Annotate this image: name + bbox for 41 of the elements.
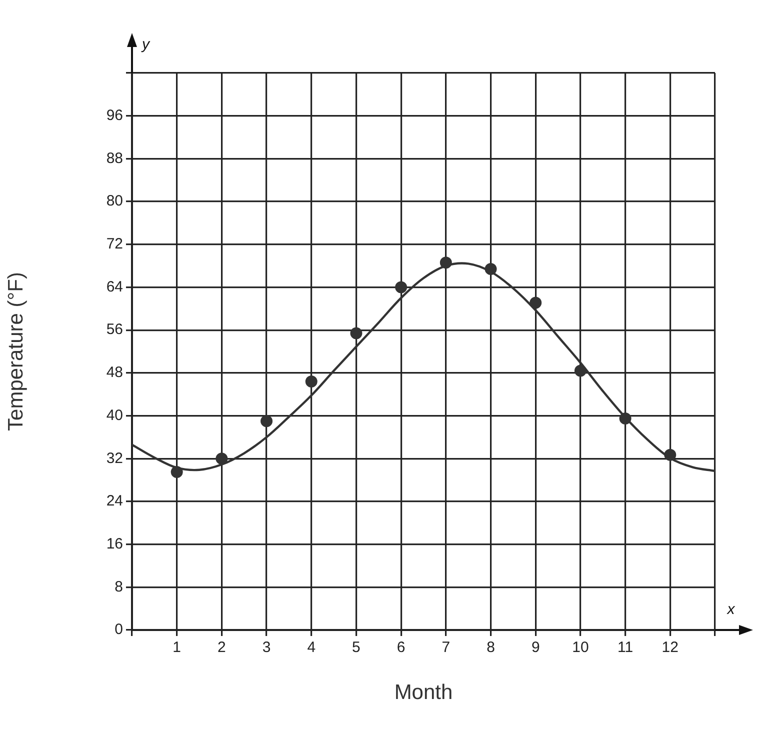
y-axis-title: Temperature (°F)	[4, 272, 28, 431]
point	[619, 412, 632, 424]
x-tick-label: 4	[307, 639, 316, 656]
point	[664, 448, 676, 461]
point	[574, 364, 586, 377]
x-tick-label: 5	[352, 639, 360, 656]
point	[484, 263, 497, 276]
y-tick-label: 32	[106, 450, 123, 467]
y-tick-label: 56	[106, 321, 123, 338]
x-tick-label: 8	[486, 639, 495, 656]
y-tick-label: 48	[106, 364, 123, 382]
point	[170, 466, 183, 478]
y-tick-label: 24	[106, 492, 123, 510]
x-tick-label: 11	[618, 639, 634, 656]
x-tick-label: 9	[531, 639, 540, 656]
y-tick-label: 16	[106, 535, 123, 552]
y-tick-label: 88	[106, 150, 123, 167]
point	[216, 452, 228, 465]
x-tick-label: 3	[262, 639, 271, 656]
point	[530, 296, 542, 309]
point	[350, 327, 362, 340]
point	[260, 415, 273, 428]
x-axis-title: Month	[394, 681, 453, 704]
y-tick-label: 96	[106, 106, 123, 124]
point	[305, 375, 318, 388]
y-tick-label: 0	[114, 621, 123, 638]
y-tick-label: 64	[106, 278, 123, 296]
x-tick-label: 2	[218, 639, 226, 656]
x-tick-label: 6	[396, 639, 406, 656]
x-tick-label: 7	[442, 639, 450, 656]
y-tick-label: 72	[106, 236, 123, 253]
x-tick-label: 1	[172, 639, 182, 656]
point	[440, 256, 452, 269]
y-tick-label: 80	[106, 192, 123, 210]
text: y	[141, 36, 151, 54]
y-tick-label: 8	[114, 578, 123, 596]
x-tick-label: 10	[572, 639, 589, 656]
x-tick-label: 12	[662, 639, 678, 656]
text: x	[726, 601, 736, 618]
y-tick-label: 40	[106, 406, 123, 424]
point	[395, 281, 408, 294]
